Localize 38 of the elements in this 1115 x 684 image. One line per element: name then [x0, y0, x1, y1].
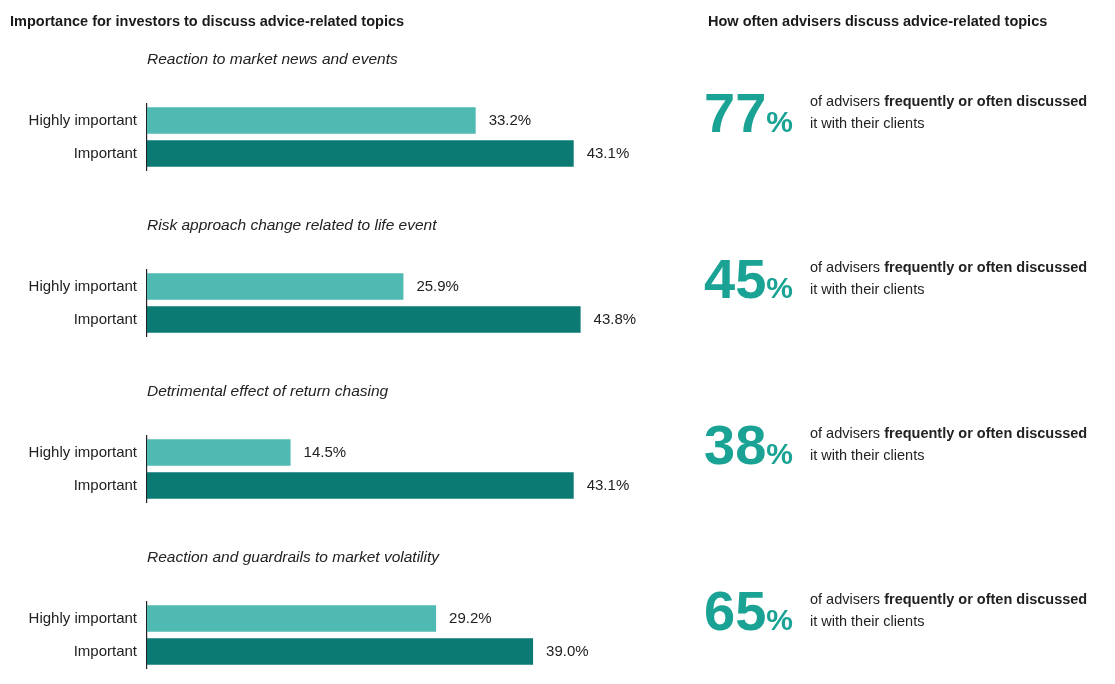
chart-subtitle: Detrimental effect of return chasing	[147, 382, 389, 400]
data-label: 43.1%	[586, 143, 630, 161]
y-tick-label: Highly important	[28, 608, 138, 626]
text: How often advisers discuss advice-related topics	[708, 13, 1048, 29]
chart-title: Importance for investors to discuss advice-related topics	[10, 13, 405, 29]
y-tick-label: Important	[73, 143, 138, 161]
text: it with their clients	[810, 280, 926, 299]
text: of advisers	[810, 591, 882, 607]
text: 77%	[704, 81, 793, 144]
text: of advisers	[810, 259, 882, 275]
text: 45%	[704, 247, 793, 310]
data-label: 43.8%	[593, 309, 637, 327]
chart-subtitle: Risk approach change related to life event	[147, 216, 437, 234]
text: 38%	[704, 413, 793, 476]
y-tick-label: Highly important	[28, 442, 138, 460]
data-label: 14.5%	[303, 442, 347, 460]
data-label: 25.9%	[416, 276, 459, 294]
text: it with their clients	[810, 446, 926, 465]
chart-subtitle: Reaction and guardrails to market volatility	[147, 548, 440, 566]
y-tick-label: Highly important	[28, 110, 138, 128]
text: 65%	[704, 579, 793, 642]
data-label: 39.0%	[546, 641, 589, 659]
data-label: 29.2%	[449, 608, 492, 626]
data-label: 43.1%	[586, 475, 630, 493]
y-tick-label: Important	[73, 641, 138, 659]
chart-subtitle: Reaction to market news and events	[147, 50, 398, 68]
y-tick-label: Important	[73, 309, 138, 327]
text: frequently or often discussed	[884, 93, 1088, 109]
text: frequently or often discussed	[884, 425, 1088, 441]
text: of advisers	[810, 93, 882, 109]
y-tick-label: Highly important	[28, 276, 138, 294]
text: it with their clients	[810, 114, 926, 133]
y-tick-label: Important	[73, 475, 138, 493]
data-label: 33.2%	[488, 110, 532, 128]
text: of advisers	[810, 425, 882, 441]
text: frequently or often discussed	[884, 259, 1088, 275]
text: it with their clients	[810, 612, 926, 631]
text: frequently or often discussed	[884, 591, 1088, 607]
